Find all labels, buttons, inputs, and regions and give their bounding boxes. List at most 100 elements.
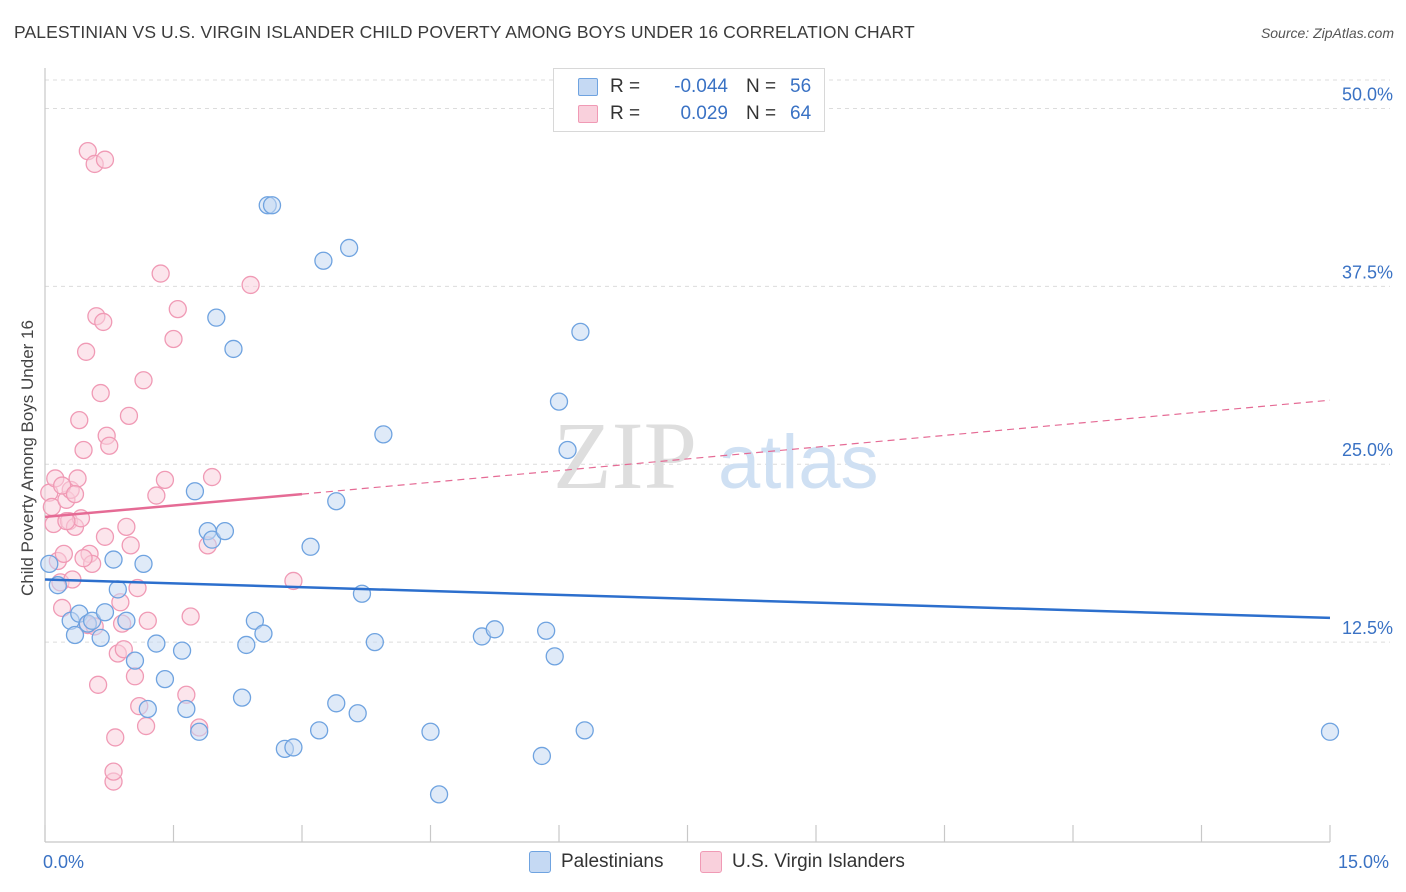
data-point — [374, 425, 393, 444]
data-point — [168, 299, 187, 319]
axes — [44, 68, 1331, 843]
data-point — [245, 611, 265, 630]
data-point — [571, 322, 590, 342]
data-point — [365, 632, 384, 652]
data-point — [95, 527, 115, 546]
data-point — [549, 392, 569, 411]
data-point — [119, 406, 139, 425]
source-label: Source: ZipAtlas.com — [1260, 25, 1394, 41]
trend-line-virgin-islanders — [44, 492, 303, 519]
n-value: 56 — [790, 76, 812, 97]
series-us-virgin-islanders — [40, 142, 303, 791]
data-point — [262, 196, 282, 215]
data-point — [558, 440, 577, 460]
data-point — [68, 469, 87, 488]
data-point — [147, 486, 166, 505]
data-point — [172, 641, 192, 660]
stats-row-palestinians: R = -0.044 N = 56 — [578, 75, 811, 99]
data-point — [232, 688, 252, 707]
data-point — [537, 621, 556, 640]
data-point — [215, 521, 235, 541]
data-point — [117, 517, 136, 536]
stats-legend: R = -0.044 N = 56 R = 0.029 N = 64 — [553, 68, 825, 132]
x-tick-label-min: 0.0% — [43, 852, 85, 872]
data-point — [202, 530, 222, 549]
data-point — [147, 634, 166, 653]
data-point — [88, 675, 108, 694]
data-point — [95, 150, 115, 169]
data-point — [241, 275, 260, 295]
data-point — [134, 371, 153, 390]
legend-label: Palestinians — [561, 851, 664, 872]
data-point — [117, 611, 136, 630]
data-point — [151, 264, 170, 283]
data-point — [74, 549, 93, 568]
data-point — [114, 640, 133, 659]
data-point — [91, 628, 110, 647]
gridlines — [45, 79, 1390, 643]
data-point — [76, 342, 96, 361]
data-point — [190, 722, 209, 741]
data-point — [284, 571, 303, 591]
legend-swatch-blue — [578, 78, 598, 96]
y-tick-label: 50.0% — [1342, 84, 1393, 104]
legend-swatch-pink — [578, 105, 598, 123]
data-point — [40, 554, 59, 573]
watermark-atlas: atlas — [718, 420, 879, 505]
data-point — [104, 762, 123, 781]
data-point — [65, 484, 85, 504]
y-tick-label: 25.0% — [1342, 440, 1393, 460]
y-tick-label: 12.5% — [1342, 618, 1393, 638]
data-point — [104, 550, 123, 569]
data-point — [284, 738, 303, 757]
data-point — [108, 580, 127, 599]
data-point — [348, 704, 367, 723]
data-point — [134, 554, 153, 573]
r-value: -0.044 — [674, 76, 728, 97]
data-point — [254, 624, 273, 643]
data-point — [485, 620, 504, 639]
data-point — [327, 694, 346, 713]
data-point — [429, 785, 449, 804]
r-key: R = — [610, 103, 641, 124]
data-point — [309, 721, 329, 740]
data-point — [314, 251, 333, 270]
data-point — [74, 440, 93, 460]
data-point — [1320, 722, 1340, 741]
zipatlas-watermark: ZIP atlas — [553, 402, 879, 509]
n-key: N = — [746, 103, 777, 124]
x-tick-label-max: 15.0% — [1338, 852, 1390, 872]
data-point — [155, 669, 175, 689]
data-point — [301, 537, 320, 556]
y-tick-label: 37.5% — [1342, 262, 1393, 282]
chart-title: PALESTINIAN VS U.S. VIRGIN ISLANDER CHIL… — [14, 22, 915, 42]
series-palestinians — [40, 196, 1340, 804]
trend-line-virgin-islanders-extrapolated — [301, 399, 1331, 495]
data-point — [185, 482, 205, 501]
data-point — [57, 512, 76, 531]
data-point — [94, 312, 113, 332]
data-point — [65, 625, 85, 645]
data-point — [327, 492, 346, 511]
legend-palestinians[interactable]: Palestinians — [529, 851, 663, 873]
legend-swatch-pink — [700, 851, 722, 873]
legend-us-virgin-islanders[interactable]: U.S. Virgin Islanders — [700, 851, 905, 873]
data-point — [237, 635, 256, 655]
data-point — [545, 647, 564, 666]
data-point — [128, 578, 147, 598]
data-point — [138, 699, 157, 719]
data-point — [339, 238, 359, 258]
trend-lines — [44, 399, 1331, 620]
data-point — [52, 598, 72, 618]
data-point — [82, 611, 102, 630]
data-point — [136, 716, 156, 736]
data-point — [52, 476, 72, 495]
n-value: 64 — [790, 103, 812, 124]
data-point — [121, 536, 140, 555]
data-point — [125, 651, 145, 670]
r-key: R = — [610, 76, 641, 97]
n-key: N = — [746, 76, 777, 97]
data-point — [125, 667, 145, 686]
stats-row-virgin-islanders: R = 0.029 N = 64 — [578, 102, 811, 126]
